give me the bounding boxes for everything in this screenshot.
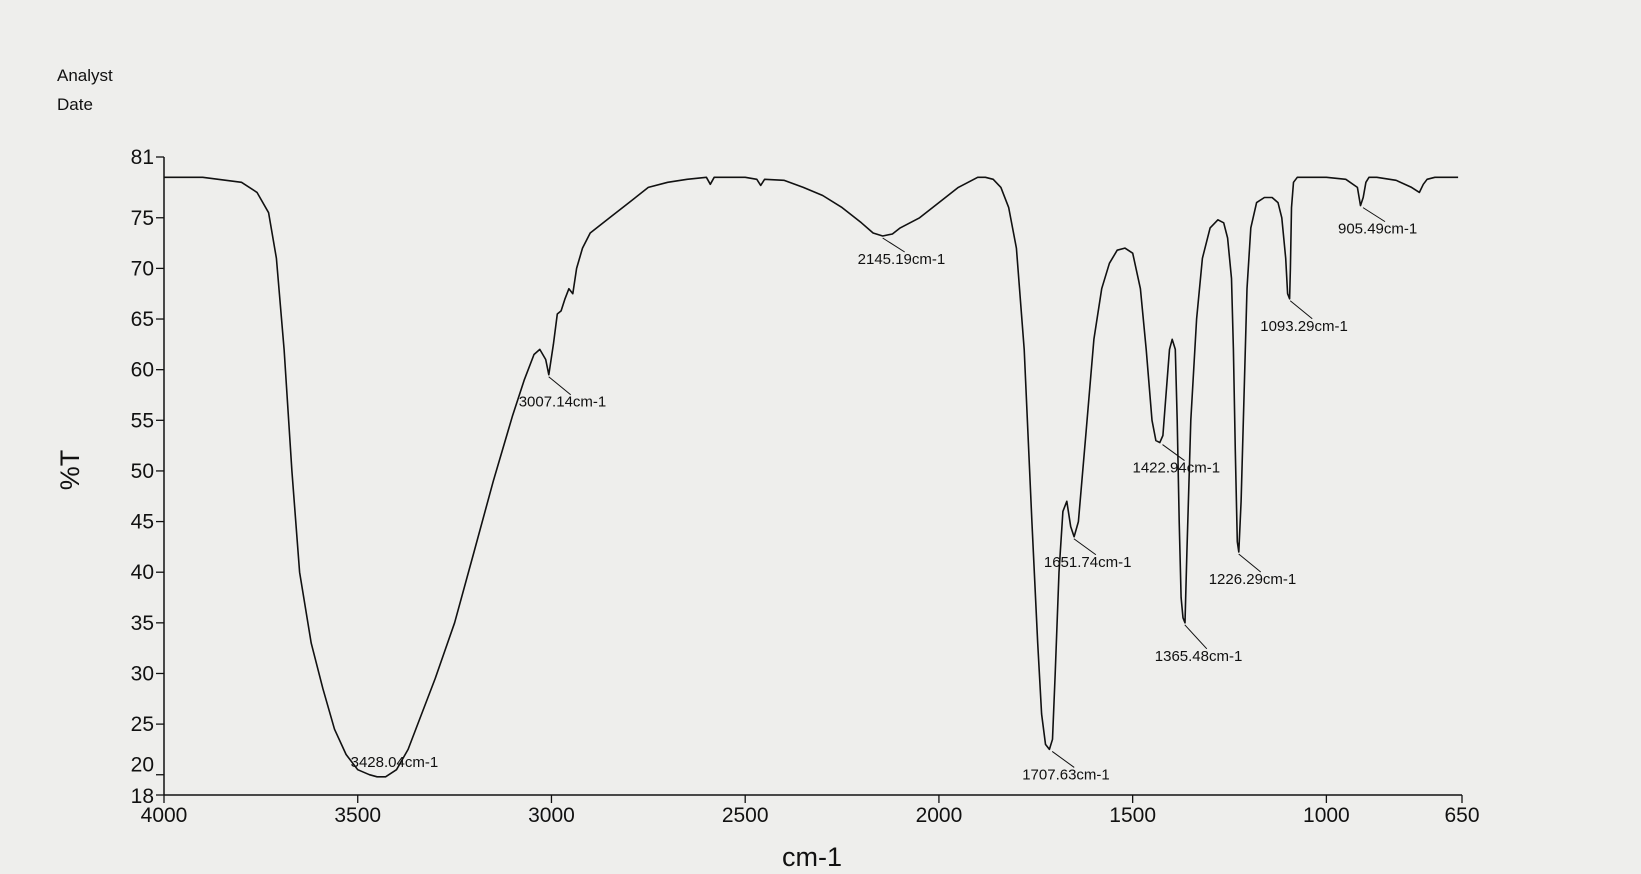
peak-label: 1707.63cm-1 xyxy=(1022,766,1110,783)
peak-label: 905.49cm-1 xyxy=(1338,221,1417,238)
y-tick-label: 40 xyxy=(131,561,154,584)
y-tick-label: 35 xyxy=(131,612,154,635)
peak-label: 3428.04cm-1 xyxy=(351,754,439,771)
peak-leader-line xyxy=(1289,300,1313,320)
x-tick-label: 4000 xyxy=(141,804,188,827)
peak-label: 1422.94cm-1 xyxy=(1133,460,1221,477)
y-tick-label: 25 xyxy=(131,713,154,736)
analyst-label: Analyst xyxy=(57,66,113,85)
peak-label: 1651.74cm-1 xyxy=(1044,554,1132,571)
peak-leader-line xyxy=(1238,553,1262,573)
peak-leader-line xyxy=(882,237,905,253)
y-tick-label: 65 xyxy=(131,308,154,331)
y-tick-label: 81 xyxy=(131,146,154,169)
x-tick-label: 1000 xyxy=(1303,804,1350,827)
x-tick-label: 2000 xyxy=(916,804,963,827)
y-tick-label: 70 xyxy=(131,257,154,280)
x-tick-label: 1500 xyxy=(1109,804,1156,827)
x-axis-title: cm-1 xyxy=(782,842,842,872)
y-tick-label: 75 xyxy=(131,207,154,230)
peak-leader-line xyxy=(548,376,572,396)
peak-label: 1226.29cm-1 xyxy=(1209,571,1297,588)
x-tick-label: 2500 xyxy=(722,804,769,827)
y-tick-label: 50 xyxy=(131,460,154,483)
peak-annotations: 3428.04cm-1 3007.14cm-1 2145.19cm-1 1707.63… xyxy=(351,207,1417,783)
y-tick-label: 18 xyxy=(131,785,154,808)
date-label: Date xyxy=(57,95,93,114)
peak-label: 1093.29cm-1 xyxy=(1260,318,1348,335)
peak-leader-line xyxy=(1362,207,1386,223)
x-tick-label: 3500 xyxy=(334,804,381,827)
x-tick-label: 3000 xyxy=(528,804,575,827)
peak-label: 1365.48cm-1 xyxy=(1155,648,1243,665)
y-axis-title: %T xyxy=(55,450,85,491)
peak-label: 2145.19cm-1 xyxy=(858,251,946,268)
y-tick-label: 30 xyxy=(131,662,154,685)
peak-leader-line xyxy=(1162,444,1185,461)
peak-leader-line xyxy=(1051,751,1075,768)
peak-leader-line xyxy=(1184,624,1208,650)
spectrum-line xyxy=(164,176,1459,778)
peak-leader-line xyxy=(1073,538,1097,556)
x-tick-label: 650 xyxy=(1444,804,1479,827)
y-tick-label: 45 xyxy=(131,511,154,534)
y-tick-label: 20 xyxy=(131,754,154,777)
peak-label: 3007.14cm-1 xyxy=(519,394,607,411)
y-tick-label: 55 xyxy=(131,409,154,432)
y-tick-label: 60 xyxy=(131,359,154,382)
